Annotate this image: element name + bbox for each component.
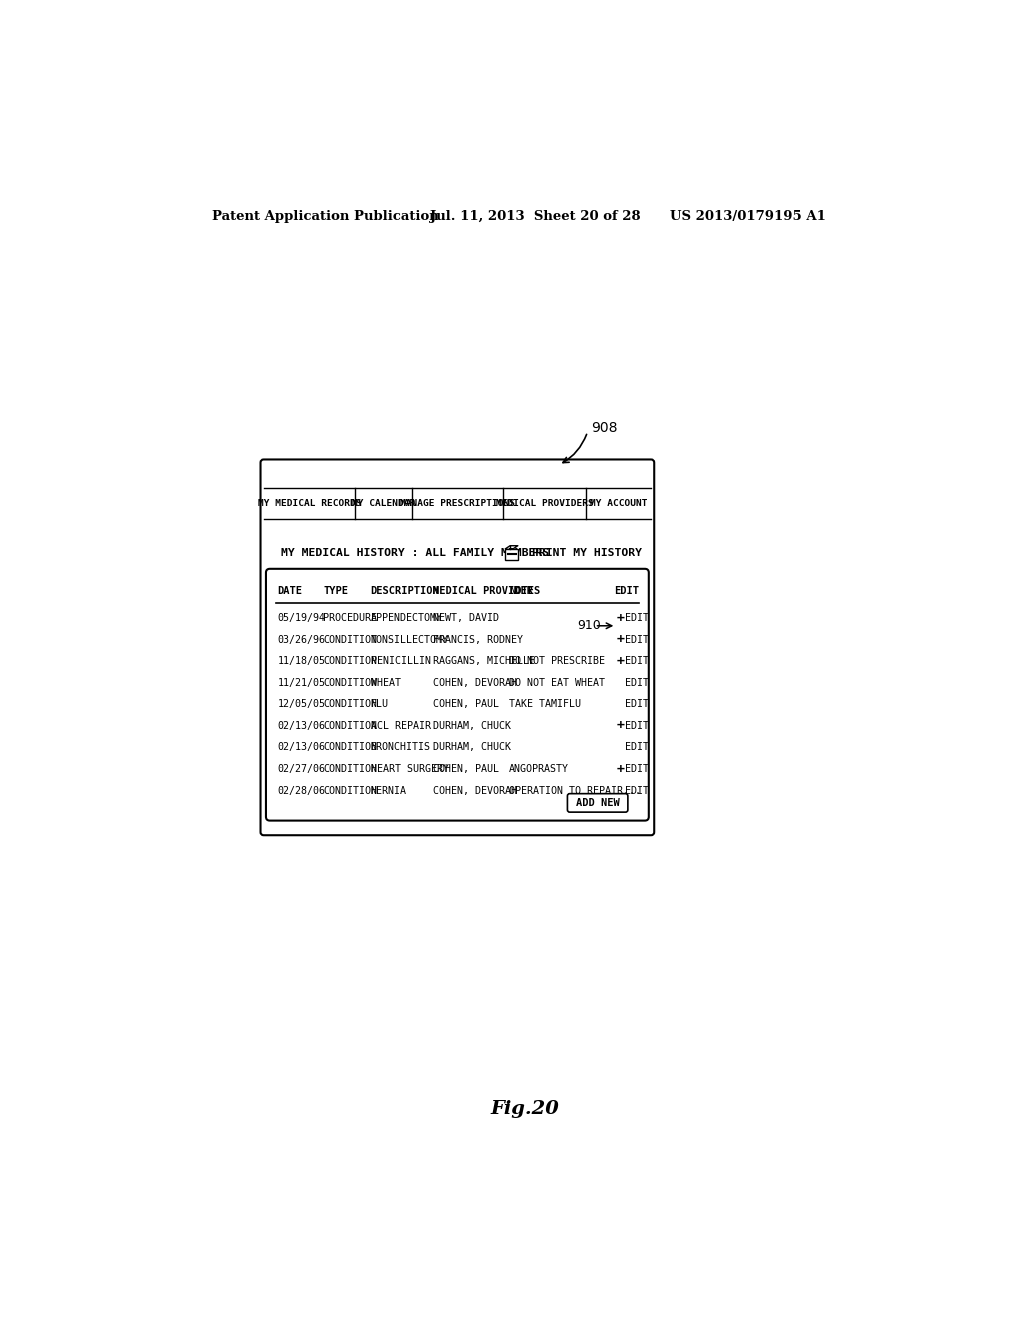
Text: CONDITION: CONDITION (324, 635, 377, 644)
FancyBboxPatch shape (260, 459, 654, 836)
Text: EDIT: EDIT (625, 785, 649, 796)
Text: CONDITION: CONDITION (324, 700, 377, 709)
Text: DO NOT EAT WHEAT: DO NOT EAT WHEAT (509, 677, 605, 688)
FancyBboxPatch shape (266, 569, 649, 821)
Text: FRANCIS, RODNEY: FRANCIS, RODNEY (432, 635, 522, 644)
Text: Jul. 11, 2013  Sheet 20 of 28: Jul. 11, 2013 Sheet 20 of 28 (430, 210, 641, 223)
Text: PROCEDURE: PROCEDURE (324, 612, 377, 623)
Text: BRONCHITIS: BRONCHITIS (371, 742, 430, 752)
Text: CONDITION: CONDITION (324, 656, 377, 667)
Text: EDIT: EDIT (613, 586, 639, 597)
Text: TAKE TAMIFLU: TAKE TAMIFLU (509, 700, 582, 709)
Text: ADD NEW: ADD NEW (575, 797, 620, 808)
Text: +: + (617, 763, 625, 776)
Text: WHEAT: WHEAT (371, 677, 400, 688)
Text: DO NOT PRESCRIBE: DO NOT PRESCRIBE (509, 656, 605, 667)
Text: COHEN, PAUL: COHEN, PAUL (432, 764, 499, 774)
Text: TONSILLECTOMY: TONSILLECTOMY (371, 635, 449, 644)
Text: Fig.20: Fig.20 (490, 1101, 559, 1118)
Text: CONDITION: CONDITION (324, 764, 377, 774)
Text: DURHAM, CHUCK: DURHAM, CHUCK (432, 721, 511, 731)
Text: 03/26/96: 03/26/96 (278, 635, 326, 644)
Text: 11/21/05: 11/21/05 (278, 677, 326, 688)
Text: MEDICAL PROVIDER: MEDICAL PROVIDER (432, 586, 532, 597)
Text: EDIT: EDIT (625, 656, 649, 667)
Text: 02/28/06: 02/28/06 (278, 785, 326, 796)
Text: MEDICAL PROVIDERS: MEDICAL PROVIDERS (496, 499, 594, 508)
Text: MY CALENDAR: MY CALENDAR (351, 499, 415, 508)
Text: 908: 908 (592, 421, 617, 434)
Text: EDIT: EDIT (625, 677, 649, 688)
Text: 02/13/06: 02/13/06 (278, 721, 326, 731)
Text: +: + (617, 634, 625, 647)
Text: ANGOPRASTY: ANGOPRASTY (509, 764, 569, 774)
Text: CONDITION: CONDITION (324, 677, 377, 688)
FancyBboxPatch shape (567, 793, 628, 812)
Text: CONDITION: CONDITION (324, 785, 377, 796)
Text: HERNIA: HERNIA (371, 785, 407, 796)
Text: ACL REPAIR: ACL REPAIR (371, 721, 430, 731)
Text: NOTES: NOTES (509, 586, 541, 597)
Text: COHEN, PAUL: COHEN, PAUL (432, 700, 499, 709)
Text: 02/13/06: 02/13/06 (278, 742, 326, 752)
Text: 910: 910 (578, 619, 601, 632)
Text: +: + (617, 655, 625, 668)
Text: DURHAM, CHUCK: DURHAM, CHUCK (432, 742, 511, 752)
Text: HEART SURGERY: HEART SURGERY (371, 764, 449, 774)
Text: RAGGANS, MICHELLE: RAGGANS, MICHELLE (432, 656, 535, 667)
Text: PRINT MY HISTORY: PRINT MY HISTORY (531, 548, 642, 558)
Text: 11/18/05: 11/18/05 (278, 656, 326, 667)
Text: +: + (617, 611, 625, 624)
Text: 12/05/05: 12/05/05 (278, 700, 326, 709)
Text: +: + (617, 719, 625, 733)
Text: OPERATION TO REPAIR...: OPERATION TO REPAIR... (509, 785, 641, 796)
Text: CONDITION: CONDITION (324, 721, 377, 731)
Text: NEWT, DAVID: NEWT, DAVID (432, 612, 499, 623)
Text: COHEN, DEVORAH: COHEN, DEVORAH (432, 785, 516, 796)
FancyBboxPatch shape (506, 549, 518, 560)
Text: EDIT: EDIT (625, 700, 649, 709)
Text: APPENDECTOMY: APPENDECTOMY (371, 612, 442, 623)
Text: DESCRIPTION: DESCRIPTION (371, 586, 439, 597)
Text: CONDITION: CONDITION (324, 742, 377, 752)
Text: EDIT: EDIT (625, 612, 649, 623)
Text: FLU: FLU (371, 700, 388, 709)
Text: MY MEDICAL HISTORY : ALL FAMILY MEMBERS: MY MEDICAL HISTORY : ALL FAMILY MEMBERS (281, 548, 549, 558)
Text: EDIT: EDIT (625, 764, 649, 774)
Text: 02/27/06: 02/27/06 (278, 764, 326, 774)
Text: MY ACCOUNT: MY ACCOUNT (590, 499, 647, 508)
Text: EDIT: EDIT (625, 635, 649, 644)
Text: MANAGE PRESCRIPTIONS: MANAGE PRESCRIPTIONS (400, 499, 515, 508)
Text: DATE: DATE (278, 586, 302, 597)
Text: 05/19/94: 05/19/94 (278, 612, 326, 623)
Text: PENICILLIN: PENICILLIN (371, 656, 430, 667)
Text: MY MEDICAL RECORDS: MY MEDICAL RECORDS (258, 499, 361, 508)
Text: US 2013/0179195 A1: US 2013/0179195 A1 (671, 210, 826, 223)
Text: EDIT: EDIT (625, 721, 649, 731)
Text: EDIT: EDIT (625, 742, 649, 752)
Text: TYPE: TYPE (324, 586, 348, 597)
Text: Patent Application Publication: Patent Application Publication (212, 210, 438, 223)
Text: COHEN, DEVORAH: COHEN, DEVORAH (432, 677, 516, 688)
